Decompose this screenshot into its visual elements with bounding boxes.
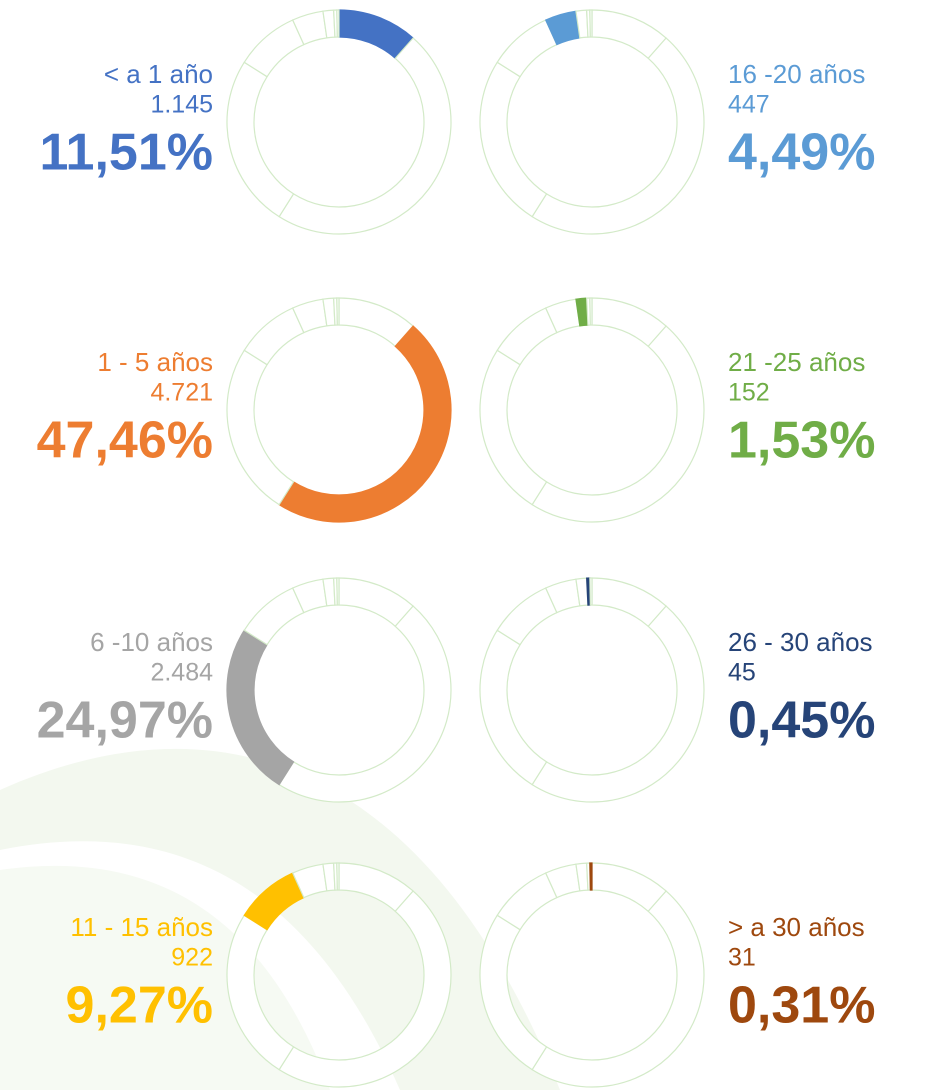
donut-segment-highlight [589,862,593,891]
count-label: 31 [728,944,756,972]
donut-segment [479,61,548,218]
donut-segment [243,587,305,646]
donut-segment [336,862,340,891]
count-label: 45 [728,659,756,687]
donut-segment [531,890,705,1088]
count-label: 152 [728,379,770,407]
donut-segment [531,325,705,523]
donut-segment [336,577,340,606]
donut-segment [531,605,705,803]
percent-label: 4,49% [728,124,875,182]
donut-segment [226,61,295,218]
donut-segment [496,872,558,931]
donut-segment [531,37,705,235]
percent-label: 11,51% [40,124,214,182]
count-label: 447 [728,91,770,119]
donut-segment [336,297,340,326]
donut-segment [278,890,452,1088]
donut-segment [589,297,593,326]
donut-segment [479,629,548,786]
donut-segment [496,307,558,366]
percent-label: 1,53% [728,412,875,470]
percent-label: 47,46% [37,412,213,470]
donut-segment [496,19,558,78]
donut-segment-highlight [278,325,452,523]
donut-segment [278,605,452,803]
donut-segment [243,307,305,366]
category-label: 11 - 15 años [70,912,213,942]
donut-segment [496,587,558,646]
donut-segment [226,349,295,506]
donut-segment [589,9,593,38]
category-label: 1 - 5 años [97,347,213,377]
percent-label: 0,45% [728,692,875,750]
category-label: > a 30 años [728,912,865,942]
category-label: 21 -25 años [728,347,865,377]
percent-label: 9,27% [66,977,213,1035]
percent-label: 24,97% [37,692,213,750]
category-label: 26 - 30 años [728,627,873,657]
category-label: < a 1 año [104,59,213,89]
donut-segment [336,9,340,38]
category-label: 6 -10 años [90,627,213,657]
donut-segment [278,37,452,235]
percent-label: 0,31% [728,977,875,1035]
category-label: 16 -20 años [728,59,865,89]
count-label: 4.721 [150,379,213,407]
count-label: 2.484 [150,659,213,687]
donut-segment [479,349,548,506]
count-label: 922 [171,944,213,972]
count-label: 1.145 [150,91,213,119]
donut-segment [243,19,305,78]
donut-segment [589,577,593,606]
